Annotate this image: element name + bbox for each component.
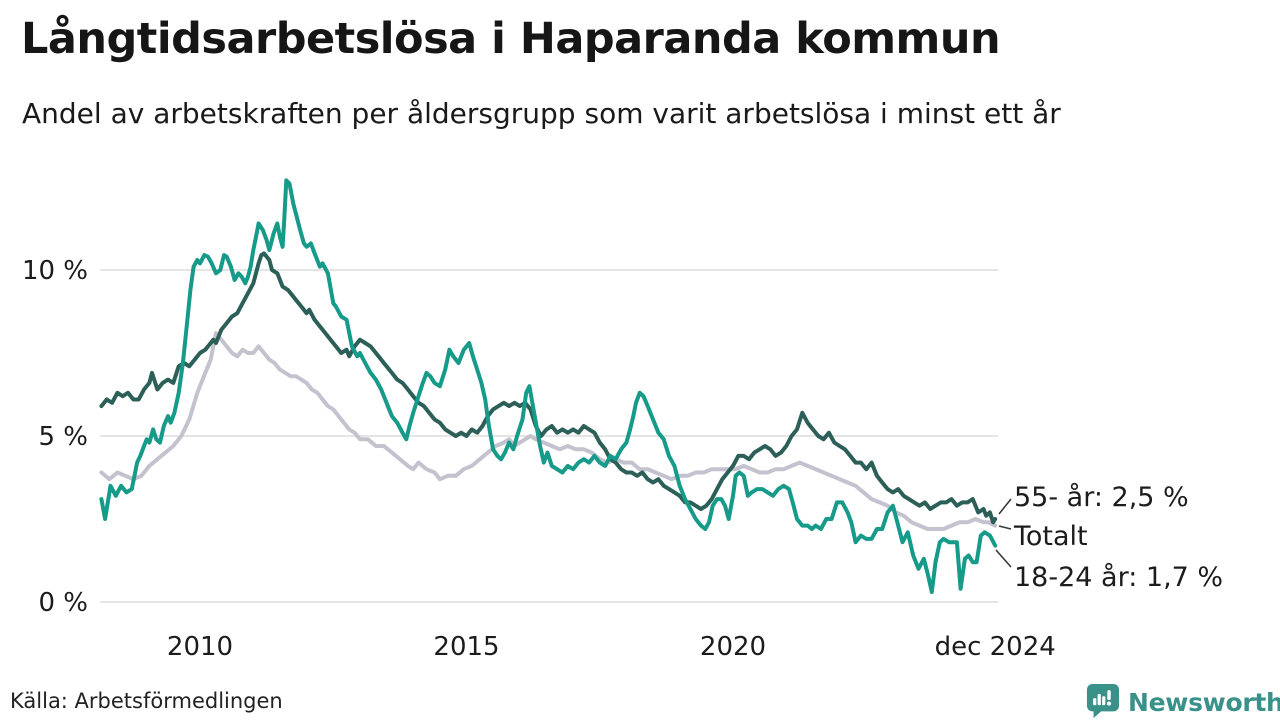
- newsworthy-wordmark: Newsworthy: [1128, 687, 1280, 717]
- series-line-18-24-ar: [99, 178, 998, 594]
- newsworthy-icon: [1086, 684, 1120, 718]
- x-tick-label: 2010: [167, 632, 233, 662]
- chart-subtitle: Andel av arbetskraften per åldersgrupp s…: [22, 97, 1061, 130]
- series-line-totalt: [99, 331, 998, 531]
- y-tick-label: 10 %: [22, 256, 88, 286]
- series-line-55-ar: [99, 251, 998, 525]
- x-tick-label: 2015: [433, 632, 499, 662]
- annotation-leader-line: [998, 525, 1012, 530]
- annotation-18-24-ar: 18-24 år: 1,7 %: [1014, 562, 1224, 593]
- page-title: Långtidsarbetslösa i Haparanda kommun: [21, 14, 1001, 64]
- x-tick-label: dec 2024: [935, 632, 1056, 662]
- newsworthy-logo: Newsworthy: [1086, 683, 1280, 719]
- annotation-leader-line: [995, 549, 1012, 568]
- annotation-totalt: Totalt: [1014, 521, 1088, 552]
- y-tick-label: 0 %: [38, 588, 88, 618]
- annotation-55-ar: 55- år: 2,5 %: [1014, 482, 1189, 513]
- y-tick-label: 5 %: [38, 422, 88, 452]
- source-note: Källa: Arbetsförmedlingen: [10, 689, 283, 713]
- annotation-leader-line: [998, 498, 1012, 515]
- x-tick-label: 2020: [700, 632, 766, 662]
